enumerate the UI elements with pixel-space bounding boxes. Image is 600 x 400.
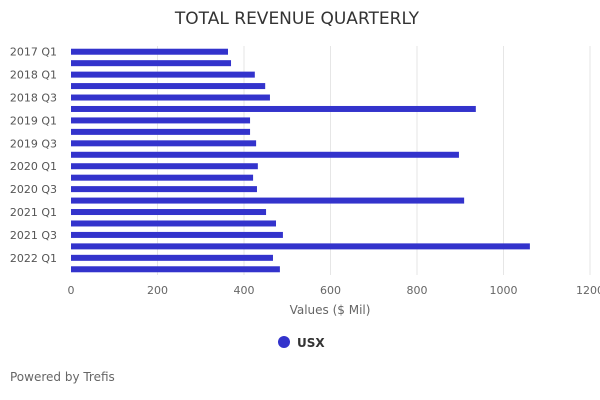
bar [71, 48, 228, 55]
bar [71, 197, 465, 204]
legend-marker [278, 336, 290, 348]
powered-by-trefis: Powered by Trefis [10, 370, 115, 384]
y-tick-label: 2018 Q1 [10, 69, 57, 82]
bar [71, 83, 266, 90]
x-tick-label: 0 [68, 284, 75, 297]
bar [71, 243, 530, 250]
x-tick-label: 800 [407, 284, 428, 297]
bar [71, 117, 251, 124]
bar [71, 231, 283, 238]
bar [71, 128, 251, 135]
bar [71, 209, 267, 216]
bar [71, 163, 258, 170]
y-tick-label: 2019 Q1 [10, 114, 57, 127]
y-tick-label: 2019 Q3 [10, 137, 57, 150]
y-tick-label: 2021 Q1 [10, 206, 57, 219]
x-tick-label: 200 [147, 284, 168, 297]
y-tick-label: 2020 Q1 [10, 160, 57, 173]
x-tick-label: 400 [234, 284, 255, 297]
bar [71, 140, 257, 147]
x-axis-label: Values ($ Mil) [290, 303, 371, 317]
bar [71, 186, 257, 193]
legend-label: USX [297, 336, 325, 350]
bar [71, 105, 476, 112]
y-tick-label: 2022 Q1 [10, 252, 57, 265]
y-tick-label: 2021 Q3 [10, 229, 57, 242]
bar [71, 266, 280, 273]
bar [71, 220, 277, 227]
x-tick-label: 600 [320, 284, 341, 297]
bar [71, 174, 254, 181]
y-tick-label: 2018 Q3 [10, 92, 57, 105]
x-tick-label: 1200 [576, 284, 600, 297]
y-tick-label: 2017 Q1 [10, 46, 57, 59]
chart-title: TOTAL REVENUE QUARTERLY [174, 9, 420, 29]
bar [71, 71, 255, 78]
bar [71, 254, 273, 261]
bar [71, 94, 270, 101]
bar [71, 60, 232, 67]
y-tick-label: 2020 Q3 [10, 183, 57, 196]
x-tick-label: 1000 [490, 284, 518, 297]
bar [71, 151, 459, 158]
